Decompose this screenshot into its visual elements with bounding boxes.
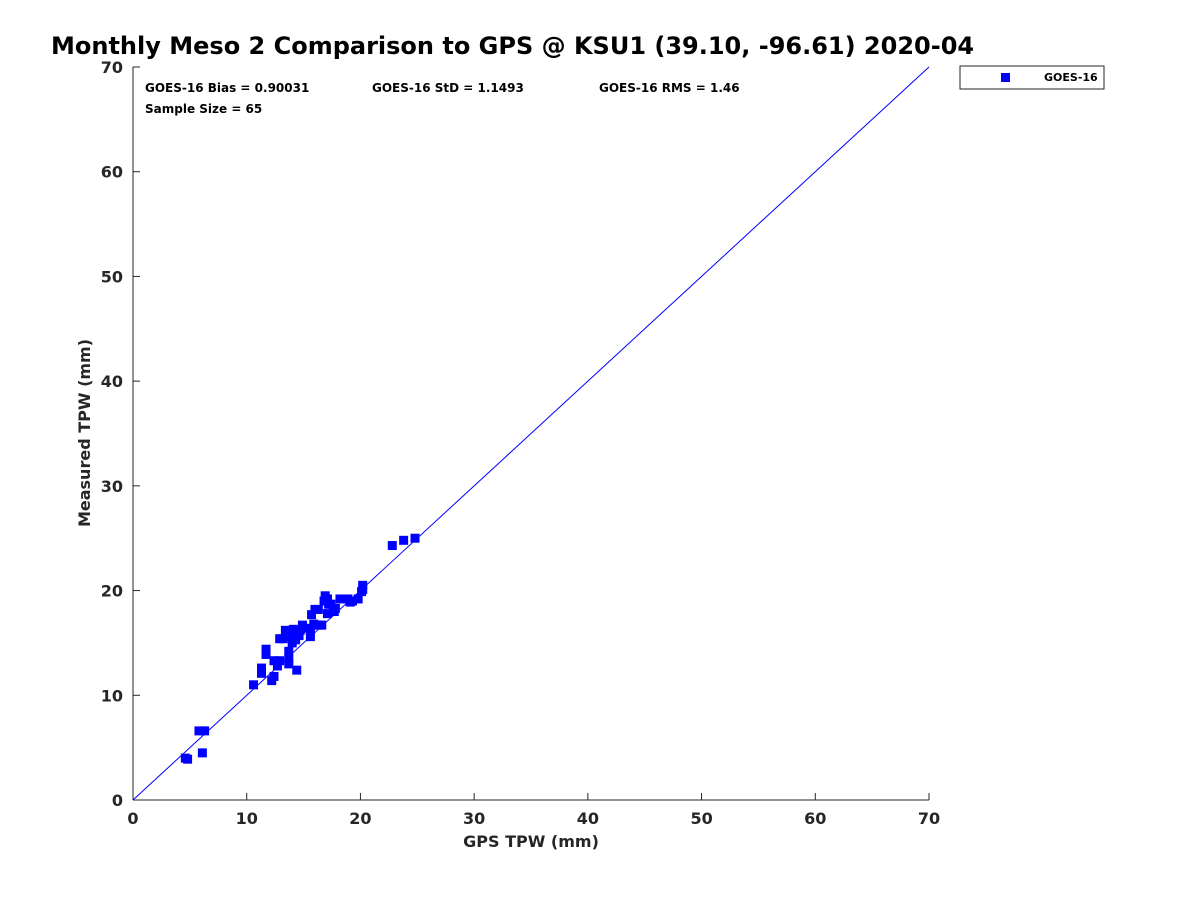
y-tick-label: 40 — [101, 372, 123, 391]
data-point — [322, 609, 332, 619]
x-tick-label: 20 — [349, 809, 371, 828]
data-point — [280, 625, 290, 635]
y-tick-label: 30 — [101, 477, 123, 496]
data-point — [272, 661, 282, 671]
y-tick-label: 60 — [101, 163, 123, 182]
std-annotation: GOES-16 StD = 1.1493 — [372, 81, 524, 95]
data-point — [269, 671, 279, 681]
stats-annotations: GOES-16 Bias = 0.90031 GOES-16 StD = 1.1… — [145, 81, 740, 116]
data-point — [261, 649, 271, 659]
data-point — [200, 726, 210, 736]
data-point — [399, 535, 409, 545]
data-point — [249, 680, 259, 690]
y-tick-label: 0 — [112, 791, 123, 810]
x-tick-label: 60 — [804, 809, 826, 828]
data-points — [180, 533, 420, 764]
data-point — [309, 619, 319, 629]
reference-line-group — [132, 66, 930, 801]
legend: GOES-16 — [959, 65, 1105, 90]
y-axis-label: Measured TPW (mm) — [75, 339, 94, 527]
sample-size-annotation: Sample Size = 65 — [145, 102, 262, 116]
data-point — [284, 654, 294, 664]
data-point — [197, 748, 207, 758]
y-tick-label: 70 — [101, 58, 123, 77]
data-point — [347, 596, 357, 606]
data-point — [330, 603, 340, 613]
x-tick-label: 50 — [690, 809, 712, 828]
data-point — [322, 594, 332, 604]
legend-marker — [1001, 73, 1010, 82]
x-tick-label: 40 — [577, 809, 599, 828]
data-point — [358, 580, 368, 590]
x-tick-label: 70 — [918, 809, 940, 828]
data-point — [256, 668, 266, 678]
plot-area — [132, 67, 929, 801]
rms-annotation: GOES-16 RMS = 1.46 — [599, 81, 740, 95]
x-tick-label: 30 — [463, 809, 485, 828]
data-point — [275, 656, 285, 666]
data-point — [335, 594, 345, 604]
data-point — [295, 625, 305, 635]
bias-annotation: GOES-16 Bias = 0.90031 — [145, 81, 309, 95]
data-point — [256, 663, 266, 673]
data-point — [183, 754, 193, 764]
data-point — [284, 646, 294, 656]
x-ticks: 0 10 20 30 40 50 60 70 — [127, 793, 940, 828]
data-point — [269, 656, 279, 666]
x-tick-label: 10 — [236, 809, 258, 828]
data-point — [285, 632, 295, 642]
one-to-one-line — [132, 66, 930, 801]
x-axis-label: GPS TPW (mm) — [463, 832, 599, 851]
data-point — [278, 634, 288, 644]
data-point — [292, 665, 302, 675]
y-tick-label: 50 — [101, 267, 123, 286]
data-point — [317, 620, 327, 630]
data-point — [305, 625, 315, 635]
data-point — [307, 610, 317, 620]
data-point — [313, 604, 323, 614]
chart-title: Monthly Meso 2 Comparison to GPS @ KSU1 … — [51, 32, 974, 60]
data-point — [326, 599, 336, 609]
y-tick-label: 20 — [101, 582, 123, 601]
data-point — [410, 533, 420, 543]
data-point — [301, 623, 311, 633]
data-point — [387, 541, 397, 551]
x-tick-label: 0 — [127, 809, 138, 828]
data-point — [194, 726, 204, 736]
y-ticks: 0 10 20 30 40 50 60 70 — [101, 58, 140, 810]
y-tick-label: 10 — [101, 686, 123, 705]
data-point — [284, 659, 294, 669]
legend-box — [959, 65, 1105, 90]
data-point — [305, 632, 315, 642]
data-point — [353, 594, 363, 604]
legend-label-goes16: GOES-16 — [1044, 71, 1098, 84]
data-point — [294, 631, 304, 641]
data-point — [261, 644, 271, 654]
